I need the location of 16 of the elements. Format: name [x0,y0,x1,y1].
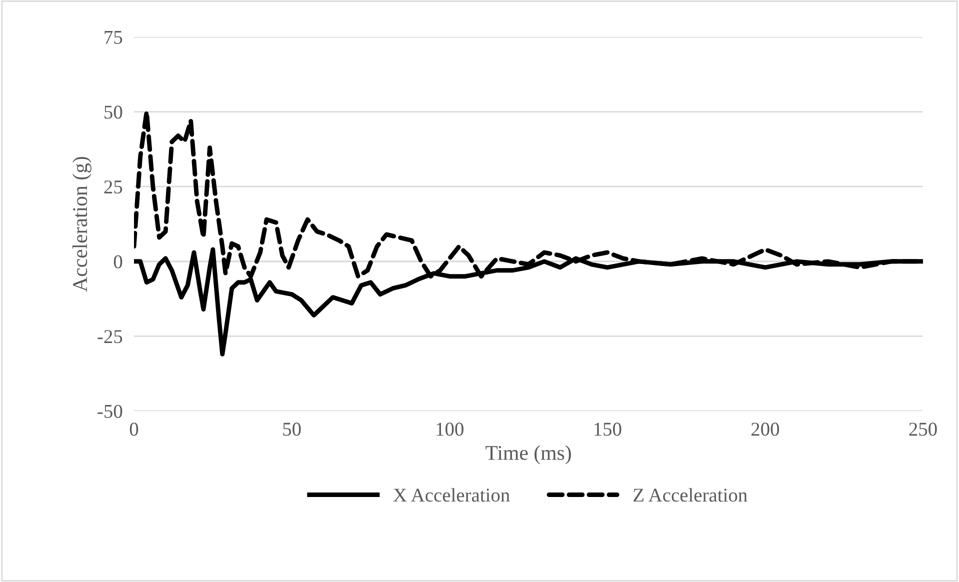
y-axis-title: Acceleration (g) [72,156,92,292]
x-tick-label: 250 [909,422,937,436]
y-tick-label: 75 [104,31,122,44]
x-tick-label: 200 [751,422,780,436]
x-tick-label: 50 [283,422,301,436]
legend-label: Z Acceleration [634,488,748,502]
x-axis-title: Time (ms) [486,445,571,464]
x-tick-label: 0 [130,422,138,436]
x-tick-label: 100 [436,422,464,436]
y-tick-label: -50 [98,404,122,418]
x-tick-label: 150 [594,422,622,436]
y-tick-label: -25 [98,330,122,344]
y-tick-label: 50 [104,106,122,119]
y-tick-label: 0 [114,255,122,268]
legend-label: X Acceleration [393,488,510,502]
y-tick-label: 25 [104,180,122,194]
